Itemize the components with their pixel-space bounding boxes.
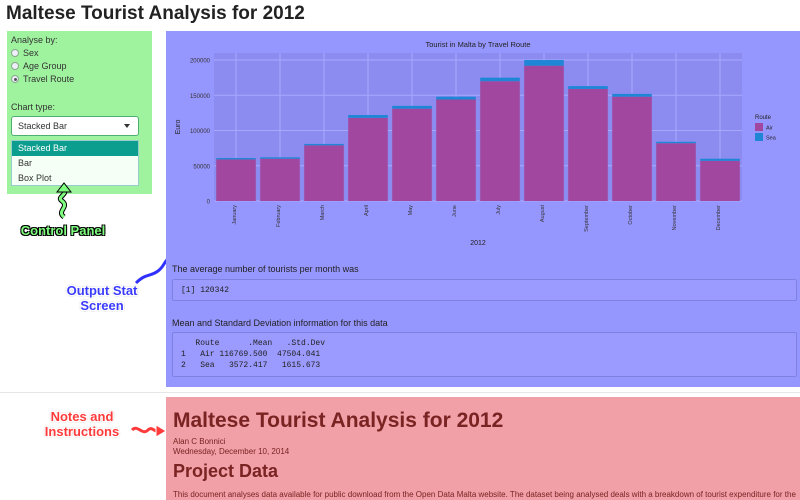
- y-tick-label: 150000: [190, 94, 211, 100]
- x-tick-label: March: [320, 205, 326, 220]
- notes-instructions-annotation: Notes and Instructions: [44, 409, 120, 439]
- bar-sea: [348, 115, 388, 118]
- bar-sea: [304, 143, 344, 146]
- y-tick-label: 0: [207, 200, 211, 206]
- bar-air: [216, 159, 256, 201]
- caret-down-icon: [124, 124, 130, 128]
- document-title: Maltese Tourist Analysis for 2012: [173, 409, 504, 432]
- bar-air: [568, 88, 608, 201]
- bar-sea: [612, 93, 652, 97]
- y-axis-label: Euro: [175, 120, 182, 135]
- notes-panel: Maltese Tourist Analysis for 2012 Alan C…: [166, 397, 800, 500]
- radio-label: Sex: [23, 48, 39, 58]
- chart-type-value: Stacked Bar: [18, 121, 68, 131]
- radio-label: Age Group: [23, 61, 67, 71]
- mean-std-text: Mean and Standard Deviation information …: [172, 318, 388, 328]
- bar-sea: [568, 86, 608, 89]
- bar-sea: [216, 158, 256, 160]
- bar-sea: [260, 157, 300, 159]
- chart-type-select[interactable]: Stacked Bar: [11, 116, 139, 136]
- x-tick-label: June: [452, 205, 458, 217]
- mean-std-console-output: Route .Mean .Std.Dev 1 Air 116769.500 47…: [172, 332, 797, 377]
- radio-circle-icon: [11, 49, 19, 57]
- x-tick-label: February: [276, 205, 282, 227]
- output-stat-annotation: Output Stat Screen: [66, 283, 138, 313]
- bar-air: [700, 160, 740, 201]
- dropdown-option-box-plot[interactable]: Box Plot: [18, 173, 52, 183]
- radio-travel-route[interactable]: Travel Route: [11, 74, 74, 84]
- x-tick-label: October: [628, 205, 634, 225]
- document-heading: Project Data: [173, 461, 279, 481]
- legend-label: Sea: [766, 136, 777, 142]
- bar-air: [392, 108, 432, 201]
- output-panel: 0 50000 100000 150000 200000 January February M…: [166, 31, 800, 387]
- bar-air: [656, 143, 696, 201]
- bar-sea: [524, 60, 564, 66]
- legend-swatch: [755, 123, 763, 131]
- green-arrow-icon: [55, 182, 73, 219]
- x-tick-label: January: [232, 205, 238, 225]
- bar-sea: [392, 105, 432, 109]
- bar-air: [348, 117, 388, 201]
- radio-circle-icon: [11, 62, 19, 70]
- bar-air: [524, 65, 564, 201]
- app-title: Maltese Tourist Analysis for 2012: [6, 3, 305, 24]
- x-tick-label: May: [408, 205, 414, 216]
- x-tick-label: November: [672, 205, 678, 231]
- bar-air: [260, 158, 300, 201]
- chart-title: Tourist in Malta by Travel Route: [425, 40, 530, 49]
- analyse-by-label: Analyse by:: [11, 35, 58, 45]
- document-body: This document analyses data available fo…: [173, 490, 796, 499]
- x-tick-label: April: [364, 205, 370, 216]
- bar-air: [436, 99, 476, 201]
- average-console-output: [1] 120342: [172, 279, 797, 301]
- stacked-bar-chart: 0 50000 100000 150000 200000 January February M…: [175, 40, 777, 247]
- control-panel-annotation: Control Panel: [20, 223, 106, 238]
- legend-label: Air: [766, 126, 773, 132]
- radio-checked-icon: [11, 75, 19, 83]
- x-tick-label: July: [496, 205, 502, 215]
- bar-sea: [480, 77, 520, 82]
- x-tick-label: September: [584, 205, 590, 232]
- section-divider: [0, 392, 800, 393]
- bar-air: [304, 145, 344, 201]
- document-date: Wednesday, December 10, 2014: [173, 447, 290, 456]
- y-tick-label: 200000: [190, 59, 211, 65]
- dropdown-option-stacked-bar[interactable]: Stacked Bar: [12, 141, 138, 156]
- y-tick-label: 100000: [190, 129, 211, 135]
- legend-title: Route: [755, 115, 772, 121]
- bar-sea: [700, 158, 740, 161]
- x-tick-label: August: [540, 205, 546, 223]
- bar-air: [480, 81, 520, 201]
- chart-type-label: Chart type:: [11, 102, 56, 112]
- red-arrow-icon: [130, 424, 167, 438]
- dropdown-option-bar[interactable]: Bar: [18, 158, 33, 168]
- document-author: Alan C Bonnici: [173, 437, 226, 446]
- bar-sea: [656, 141, 696, 144]
- average-tourists-text: The average number of tourists per month…: [172, 264, 359, 274]
- chart-type-dropdown: Stacked Bar Bar Box Plot: [11, 140, 139, 186]
- legend-swatch: [755, 133, 763, 141]
- radio-sex[interactable]: Sex: [11, 48, 39, 58]
- bar-air: [612, 96, 652, 201]
- bar-sea: [436, 96, 476, 100]
- radio-label: Travel Route: [23, 74, 75, 84]
- x-tick-label: December: [716, 205, 722, 231]
- plot-background: [214, 53, 742, 201]
- radio-age-group[interactable]: Age Group: [11, 61, 67, 71]
- x-axis-label: 2012: [470, 240, 486, 247]
- y-tick-label: 50000: [193, 164, 210, 170]
